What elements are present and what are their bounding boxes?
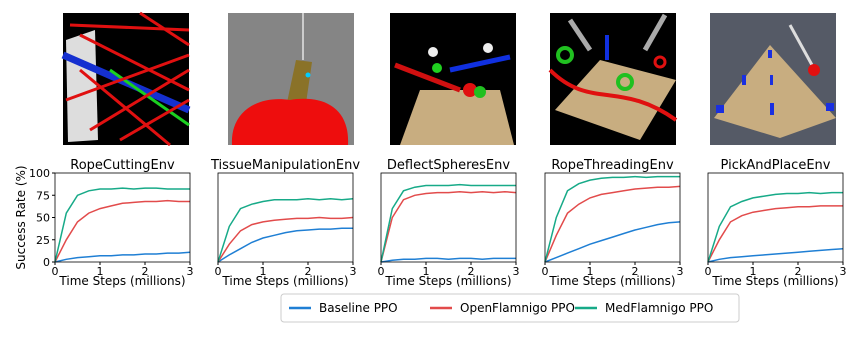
x-tick-label: 1 bbox=[587, 265, 594, 278]
x-tick-label: 0 bbox=[542, 265, 549, 278]
x-tick-label: 3 bbox=[187, 265, 194, 278]
x-axis-label: Time Steps (millions) bbox=[548, 274, 675, 288]
series-line bbox=[707, 191, 843, 263]
x-tick-label: 2 bbox=[468, 265, 475, 278]
series-line bbox=[544, 221, 681, 263]
x-tick-label: 1 bbox=[97, 265, 104, 278]
chart-title: RopeThreadingEnv bbox=[551, 158, 674, 173]
series-line bbox=[217, 198, 354, 263]
series-line bbox=[54, 187, 190, 263]
x-axis-label: Time Steps (millions) bbox=[221, 274, 348, 288]
scene-tissue bbox=[228, 13, 354, 145]
x-tick-label: 2 bbox=[305, 265, 312, 278]
x-axis-label: Time Steps (millions) bbox=[711, 274, 838, 288]
x-tick-label: 0 bbox=[378, 265, 385, 278]
legend-label: OpenFlamnigo PPO bbox=[460, 301, 575, 315]
plot-frame bbox=[544, 172, 681, 263]
x-tick-label: 2 bbox=[142, 265, 149, 278]
series-line bbox=[54, 199, 190, 263]
chart-title: DeflectSpheresEnv bbox=[387, 158, 510, 173]
scene-rope-cutting bbox=[61, 11, 191, 147]
chart-title: RopeCuttingEnv bbox=[70, 158, 175, 173]
series-line bbox=[380, 183, 516, 263]
x-tick-label: 2 bbox=[632, 265, 639, 278]
plot-frame bbox=[707, 172, 844, 263]
plot-frame bbox=[380, 172, 517, 263]
series-line bbox=[707, 247, 844, 263]
x-tick-label: 0 bbox=[52, 265, 59, 278]
plot-frame bbox=[54, 172, 191, 263]
x-tick-label: 0 bbox=[705, 265, 712, 278]
series-line bbox=[544, 185, 681, 263]
y-tick-label: 100 bbox=[29, 167, 50, 180]
x-axis-label: Time Steps (millions) bbox=[58, 274, 185, 288]
y-tick-label: 25 bbox=[36, 234, 50, 247]
x-tick-label: 3 bbox=[840, 265, 847, 278]
y-axis-label: Success Rate (%) bbox=[14, 165, 28, 269]
y-tick-label: 75 bbox=[36, 189, 50, 202]
x-tick-label: 1 bbox=[750, 265, 757, 278]
x-tick-label: 1 bbox=[423, 265, 430, 278]
x-tick-label: 3 bbox=[350, 265, 357, 278]
y-tick-label: 0 bbox=[43, 256, 50, 269]
series-line bbox=[380, 257, 516, 263]
chart-title: PickAndPlaceEnv bbox=[721, 158, 831, 173]
series-line bbox=[707, 205, 843, 263]
y-tick-label: 50 bbox=[36, 212, 50, 225]
x-axis-label: Time Steps (millions) bbox=[384, 274, 511, 288]
series-line bbox=[380, 190, 517, 263]
plot-frame bbox=[217, 172, 354, 263]
legend-label: MedFlamnigo PPO bbox=[605, 301, 713, 315]
x-tick-label: 0 bbox=[215, 265, 222, 278]
x-tick-label: 1 bbox=[260, 265, 267, 278]
series-line bbox=[54, 251, 191, 263]
scene-deflect-spheres bbox=[390, 13, 516, 145]
legend-label: Baseline PPO bbox=[319, 301, 398, 315]
x-tick-label: 3 bbox=[677, 265, 684, 278]
scene-rope-threading bbox=[548, 13, 678, 145]
series-line bbox=[217, 227, 353, 263]
x-tick-label: 3 bbox=[513, 265, 520, 278]
x-tick-label: 2 bbox=[795, 265, 802, 278]
legend bbox=[280, 293, 740, 323]
chart-title: TissueManipulationEnv bbox=[210, 158, 360, 173]
scene-pick-place bbox=[710, 13, 836, 145]
series-line bbox=[217, 216, 354, 263]
series-line bbox=[544, 175, 680, 263]
